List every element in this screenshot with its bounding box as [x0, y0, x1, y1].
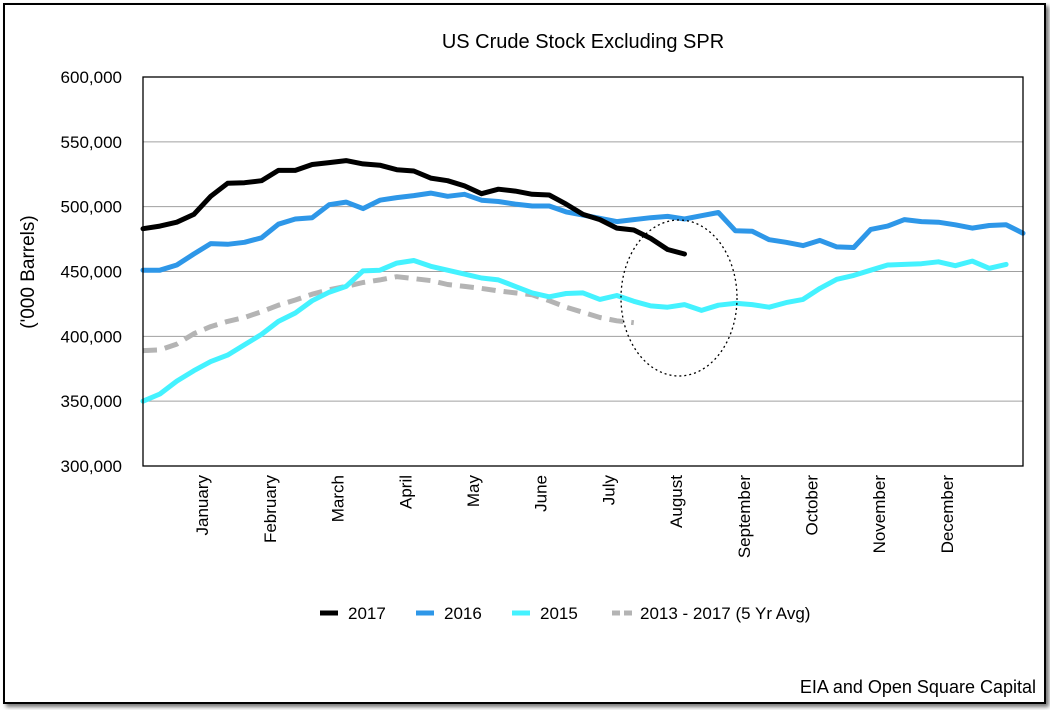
- x-tick-label: September: [735, 475, 754, 558]
- series-line-2015: [140, 258, 1009, 404]
- x-tick-label: November: [870, 475, 889, 554]
- x-tick-label: June: [532, 475, 551, 512]
- x-tick-label: February: [261, 475, 280, 544]
- legend-label: 2017: [348, 604, 386, 623]
- legend-label: 2016: [444, 604, 482, 623]
- legend-label: 2015: [540, 604, 578, 623]
- series-line-2013-2017-5-Yr-Avg: [142, 274, 635, 354]
- chart-title: US Crude Stock Excluding SPR: [442, 31, 724, 53]
- series-line-2017: [140, 158, 687, 257]
- y-tick-label: 350,000: [61, 392, 122, 411]
- y-axis-label: ('000 Barrels): [18, 215, 39, 328]
- x-tick-label: July: [599, 475, 618, 506]
- y-tick-label: 400,000: [61, 327, 122, 346]
- x-tick-label: March: [329, 475, 348, 522]
- chart-frame: [3, 3, 1046, 704]
- y-tick-label: 300,000: [61, 457, 122, 476]
- x-tick-label: May: [464, 475, 483, 508]
- y-tick-label: 600,000: [61, 68, 122, 87]
- legend-label: 2013 - 2017 (5 Yr Avg): [640, 604, 810, 623]
- x-tick-label: April: [396, 475, 415, 509]
- highlight-ellipse: [620, 219, 738, 377]
- y-tick-label: 450,000: [61, 263, 122, 282]
- series-line-2016: [140, 190, 1026, 273]
- x-tick-label: August: [667, 475, 686, 528]
- y-tick-label: 550,000: [61, 133, 122, 152]
- plot-area-border: [142, 76, 1024, 467]
- source-credit: EIA and Open Square Capital: [799, 677, 1036, 697]
- x-tick-label: December: [938, 475, 957, 554]
- x-tick-label: October: [802, 475, 821, 536]
- y-tick-label: 500,000: [61, 198, 122, 217]
- x-tick-label: January: [193, 475, 212, 536]
